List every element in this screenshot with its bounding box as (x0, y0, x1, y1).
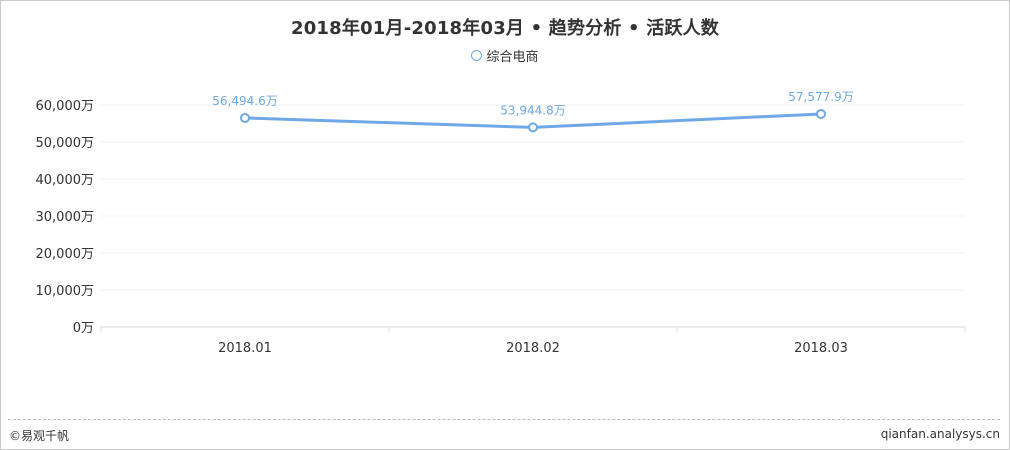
copyright-text: ©易观千帆 (9, 429, 70, 443)
x-tick-label: 2018.02 (506, 341, 560, 356)
chart-legend[interactable]: 综合电商 (0, 46, 1010, 65)
data-label: 57,577.9万 (788, 90, 853, 104)
legend-item-series[interactable]: 综合电商 (471, 46, 539, 65)
y-tick-label: 20,000万 (36, 247, 95, 262)
data-labels: 56,494.6万 53,944.8万 57,577.9万 (212, 90, 853, 117)
y-tick-label: 50,000万 (36, 136, 95, 151)
y-tick-label: 60,000万 (36, 99, 95, 114)
y-tick-label: 10,000万 (36, 284, 95, 299)
x-tick-label: 2018.01 (218, 341, 272, 356)
y-tick-labels: 0万 10,000万 20,000万 30,000万 40,000万 50,000万 60,… (36, 99, 95, 336)
y-tick-label: 30,000万 (36, 210, 95, 225)
x-tick-label: 2018.03 (794, 341, 848, 356)
legend-circle-icon (471, 50, 483, 61)
data-point (816, 108, 826, 119)
data-point (528, 122, 538, 133)
y-tick-label: 0万 (73, 321, 94, 336)
x-tick-labels: 2018.01 2018.02 2018.03 (218, 341, 848, 356)
grid-lines (101, 104, 965, 291)
data-label: 53,944.8万 (500, 103, 565, 117)
legend-label: 综合电商 (486, 50, 539, 65)
data-points (240, 108, 826, 133)
footer-divider (8, 419, 1000, 420)
site-link[interactable]: qianfan.analysys.cn (880, 427, 1000, 441)
y-tick-label: 40,000万 (36, 173, 95, 188)
data-point (240, 112, 250, 123)
axes (100, 326, 966, 332)
data-label: 56,494.6万 (212, 94, 277, 108)
chart-title: 2018年01月-2018年03月 • 趋势分析 • 活跃人数 (290, 18, 720, 39)
